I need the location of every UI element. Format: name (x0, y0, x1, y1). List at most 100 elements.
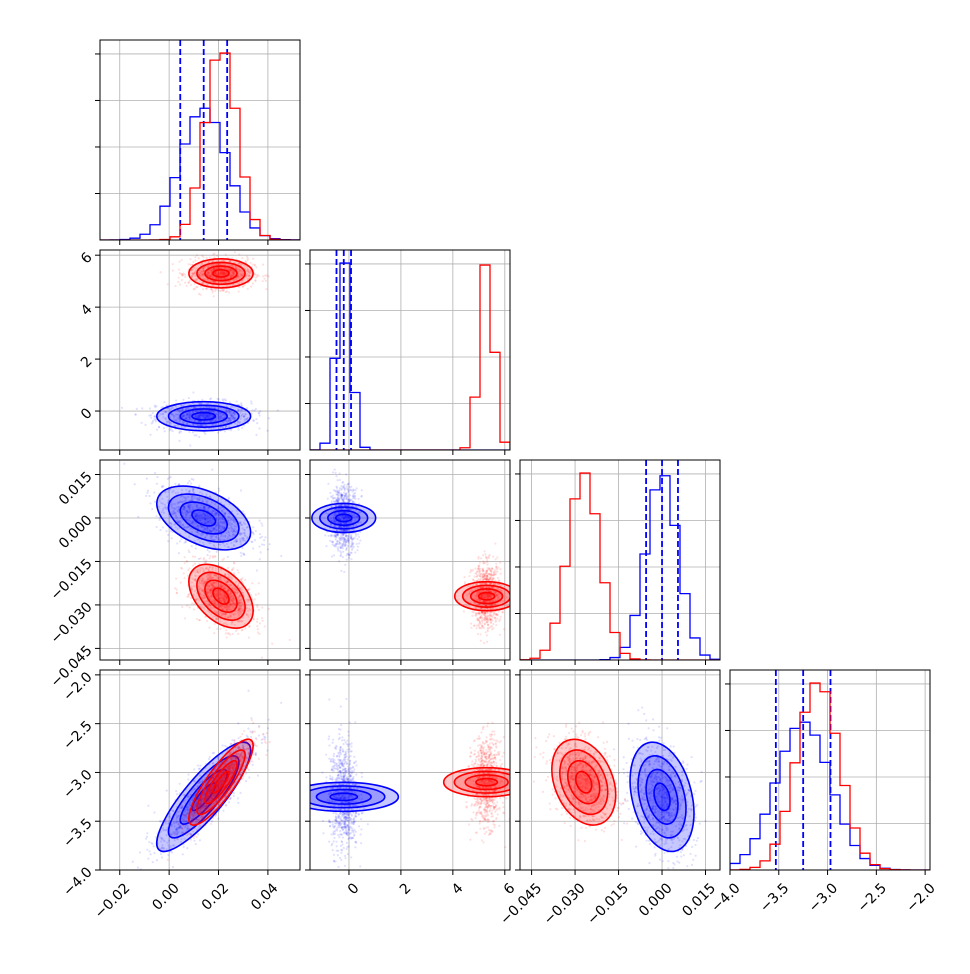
scatter-point (150, 417, 152, 419)
scatter-point (225, 254, 227, 256)
scatter-point (350, 545, 352, 547)
scatter-point (246, 256, 248, 258)
scatter-point (342, 537, 344, 539)
scatter-point (242, 285, 244, 287)
panel-1-1 (305, 250, 510, 455)
scatter-point (162, 485, 164, 487)
scatter-point (230, 429, 232, 431)
scatter-point (149, 502, 151, 504)
scatter-point (346, 547, 348, 549)
scatter-point (342, 499, 344, 501)
scatter-point (496, 618, 498, 620)
scatter-point (263, 544, 265, 546)
scatter-point (268, 608, 270, 610)
scatter-point (152, 420, 154, 422)
scatter-point (261, 607, 263, 609)
scatter-point (168, 477, 170, 479)
scatter-point (340, 554, 342, 556)
scatter-point (216, 628, 218, 630)
scatter-point (244, 579, 246, 581)
scatter-point (201, 255, 203, 257)
scatter-point (227, 556, 229, 558)
scatter-point (359, 539, 361, 541)
scatter-point (188, 549, 190, 551)
scatter-point (141, 407, 143, 409)
scatter-point (149, 407, 151, 409)
scatter-point (240, 489, 242, 491)
scatter-point (333, 489, 335, 491)
scatter-point (265, 280, 267, 282)
scatter-point (181, 274, 183, 276)
scatter-point (210, 397, 212, 399)
scatter-point (186, 285, 188, 287)
scatter-point (206, 257, 208, 259)
scatter-point (187, 482, 189, 484)
scatter-point (258, 412, 260, 414)
scatter-point (333, 501, 335, 503)
scatter-point (248, 625, 250, 627)
scatter-point (259, 520, 261, 522)
scatter-point (253, 618, 255, 620)
scatter-point (155, 420, 157, 422)
scatter-point (350, 489, 352, 491)
scatter-point (330, 496, 332, 498)
scatter-point (355, 535, 357, 537)
scatter-point (267, 548, 269, 550)
scatter-point (342, 547, 344, 549)
scatter-point (335, 486, 337, 488)
scatter-point (180, 567, 182, 569)
scatter-point (498, 579, 500, 581)
scatter-point (255, 418, 257, 420)
scatter-point (196, 286, 198, 288)
scatter-point (491, 628, 493, 630)
scatter-point (348, 490, 350, 492)
scatter-point (338, 560, 340, 562)
scatter-point (255, 408, 257, 410)
scatter-point (255, 434, 257, 436)
scatter-point (331, 541, 333, 543)
scatter-point (240, 402, 242, 404)
scatter-point (156, 452, 158, 454)
panel-content (100, 452, 300, 660)
scatter-point (233, 572, 235, 574)
scatter-point (331, 555, 333, 557)
scatter-point (192, 431, 194, 433)
scatter-point (150, 414, 152, 416)
scatter-point (334, 472, 336, 474)
scatter-point (213, 256, 215, 258)
scatter-point (256, 275, 258, 277)
scatter-point (252, 526, 254, 528)
scatter-point (271, 643, 273, 645)
scatter-point (494, 542, 496, 544)
scatter-point (337, 535, 339, 537)
scatter-point (209, 256, 211, 258)
scatter-point (223, 557, 225, 559)
scatter-point (259, 622, 261, 624)
scatter-point (181, 259, 183, 261)
scatter-point (237, 429, 239, 431)
scatter-point (336, 491, 338, 493)
scatter-point (264, 536, 266, 538)
scatter-point (268, 417, 270, 419)
scatter-point (167, 534, 169, 536)
scatter-point (164, 430, 166, 432)
scatter-point (333, 545, 335, 547)
scatter-point (160, 271, 162, 273)
scatter-point (205, 287, 207, 289)
scatter-point (191, 545, 193, 547)
scatter-point (240, 552, 242, 554)
scatter-point (201, 399, 203, 401)
scatter-point (191, 602, 193, 604)
scatter-point (206, 620, 208, 622)
panel-content (310, 460, 519, 660)
scatter-point (342, 556, 344, 558)
scatter-point (498, 611, 500, 613)
scatter-point (334, 468, 336, 470)
scatter-point (227, 632, 229, 634)
y-tick-label: 0.015 (56, 469, 96, 509)
scatter-point (240, 579, 242, 581)
scatter-point (212, 556, 214, 558)
scatter-point (225, 291, 227, 293)
y-tick-label: −0.030 (48, 599, 96, 647)
scatter-point (264, 625, 266, 627)
